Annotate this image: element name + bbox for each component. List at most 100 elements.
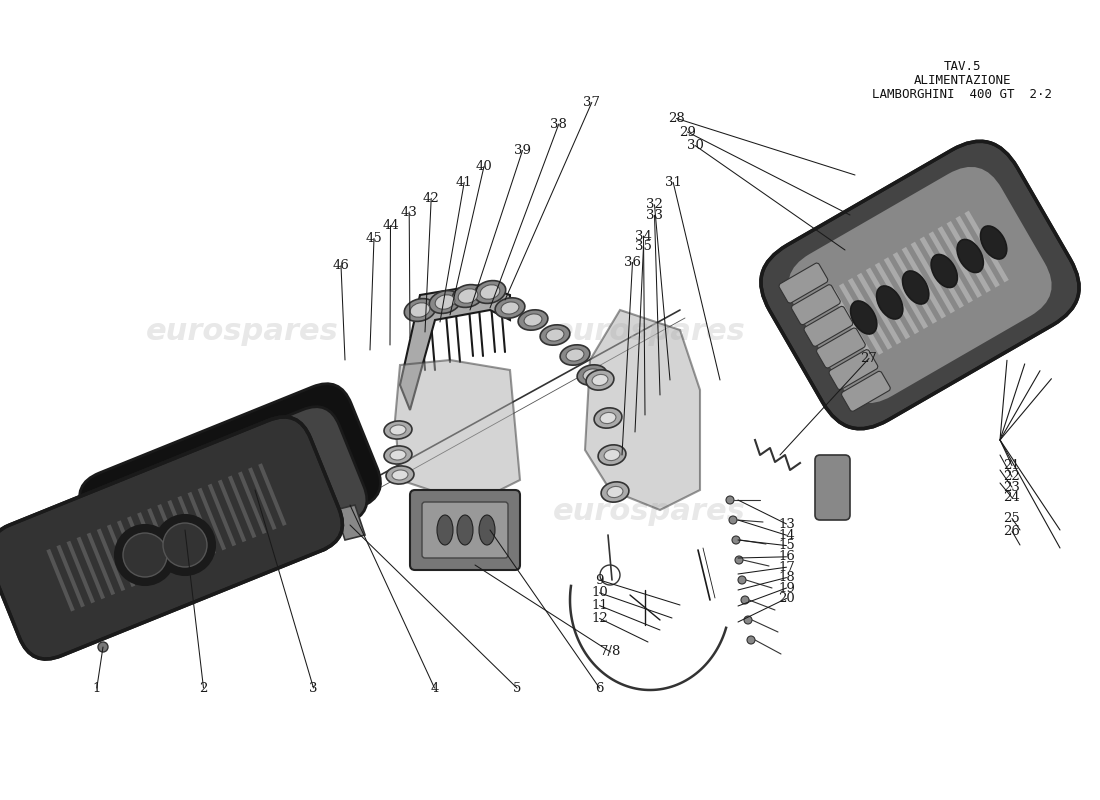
Bar: [77, 537, 104, 599]
Bar: [197, 486, 223, 540]
Bar: [208, 484, 236, 546]
Bar: [56, 545, 85, 607]
Text: 45: 45: [365, 232, 383, 245]
Text: 42: 42: [422, 192, 440, 205]
Text: 43: 43: [400, 206, 418, 218]
Text: 29: 29: [679, 126, 696, 138]
Bar: [228, 475, 256, 538]
Circle shape: [738, 576, 746, 584]
Ellipse shape: [392, 470, 408, 480]
Bar: [839, 283, 883, 355]
Bar: [186, 490, 213, 544]
Ellipse shape: [459, 289, 477, 303]
Text: 13: 13: [778, 518, 795, 530]
Bar: [177, 496, 206, 558]
Bar: [144, 507, 170, 562]
Circle shape: [732, 536, 740, 544]
Bar: [167, 500, 196, 562]
FancyBboxPatch shape: [790, 168, 1050, 402]
Ellipse shape: [931, 254, 957, 287]
Bar: [848, 278, 892, 350]
Bar: [946, 221, 991, 293]
Bar: [883, 258, 928, 329]
Bar: [138, 512, 166, 575]
Bar: [147, 508, 176, 570]
Text: 12: 12: [591, 612, 608, 625]
Bar: [126, 516, 155, 579]
Bar: [208, 482, 234, 536]
Text: 22: 22: [1003, 470, 1021, 483]
FancyBboxPatch shape: [842, 371, 890, 411]
Polygon shape: [395, 360, 520, 495]
Text: 32: 32: [646, 198, 663, 211]
Ellipse shape: [877, 286, 903, 319]
Text: 14: 14: [778, 529, 795, 542]
Text: ALIMENTAZIONE: ALIMENTAZIONE: [914, 74, 1011, 86]
Bar: [101, 525, 128, 578]
Ellipse shape: [502, 302, 519, 314]
Text: 35: 35: [635, 240, 652, 253]
Bar: [874, 262, 920, 334]
Circle shape: [741, 596, 749, 604]
Text: 34: 34: [635, 230, 652, 242]
FancyBboxPatch shape: [791, 285, 840, 325]
Ellipse shape: [607, 486, 623, 498]
Ellipse shape: [384, 421, 412, 439]
Text: 1: 1: [92, 682, 101, 694]
Ellipse shape: [850, 301, 877, 334]
Ellipse shape: [292, 460, 321, 497]
FancyBboxPatch shape: [79, 384, 381, 596]
Bar: [866, 267, 910, 339]
Ellipse shape: [481, 285, 499, 299]
Ellipse shape: [592, 374, 608, 386]
Text: eurospares: eurospares: [145, 498, 339, 526]
Text: 41: 41: [455, 176, 473, 189]
Ellipse shape: [578, 365, 607, 385]
Bar: [176, 494, 202, 549]
Bar: [251, 464, 277, 518]
Circle shape: [726, 496, 734, 504]
FancyBboxPatch shape: [816, 328, 866, 368]
Ellipse shape: [198, 484, 228, 521]
Circle shape: [155, 515, 214, 575]
Text: 15: 15: [778, 539, 795, 552]
Text: eurospares: eurospares: [552, 318, 746, 346]
Ellipse shape: [560, 345, 590, 365]
Circle shape: [98, 642, 108, 652]
Text: 23: 23: [1003, 481, 1021, 494]
Bar: [66, 541, 95, 603]
Text: 36: 36: [624, 256, 641, 269]
Text: 40: 40: [475, 160, 493, 173]
Polygon shape: [585, 310, 700, 510]
Bar: [122, 516, 149, 570]
Bar: [238, 471, 266, 534]
Bar: [261, 460, 287, 514]
Ellipse shape: [456, 515, 473, 545]
Ellipse shape: [957, 239, 983, 273]
Text: 37: 37: [583, 96, 601, 109]
Text: TAV.5: TAV.5: [944, 60, 981, 73]
Text: 16: 16: [778, 550, 795, 563]
Text: 44: 44: [382, 219, 399, 232]
Text: 21: 21: [1003, 459, 1021, 472]
Ellipse shape: [474, 281, 506, 303]
Ellipse shape: [429, 290, 461, 314]
Text: 2: 2: [199, 682, 208, 694]
Bar: [97, 529, 125, 591]
Bar: [965, 210, 1009, 282]
Bar: [829, 288, 874, 360]
Ellipse shape: [980, 226, 1006, 259]
Bar: [107, 524, 135, 587]
Ellipse shape: [405, 298, 436, 322]
Bar: [258, 463, 287, 526]
Text: eurospares: eurospares: [552, 498, 746, 526]
FancyBboxPatch shape: [410, 490, 520, 570]
Text: 26: 26: [1003, 525, 1021, 538]
Ellipse shape: [437, 515, 453, 545]
Text: 3: 3: [309, 682, 318, 694]
FancyBboxPatch shape: [804, 306, 853, 346]
Bar: [133, 512, 160, 566]
FancyBboxPatch shape: [0, 417, 342, 659]
Ellipse shape: [386, 466, 414, 484]
Text: 20: 20: [778, 592, 795, 605]
